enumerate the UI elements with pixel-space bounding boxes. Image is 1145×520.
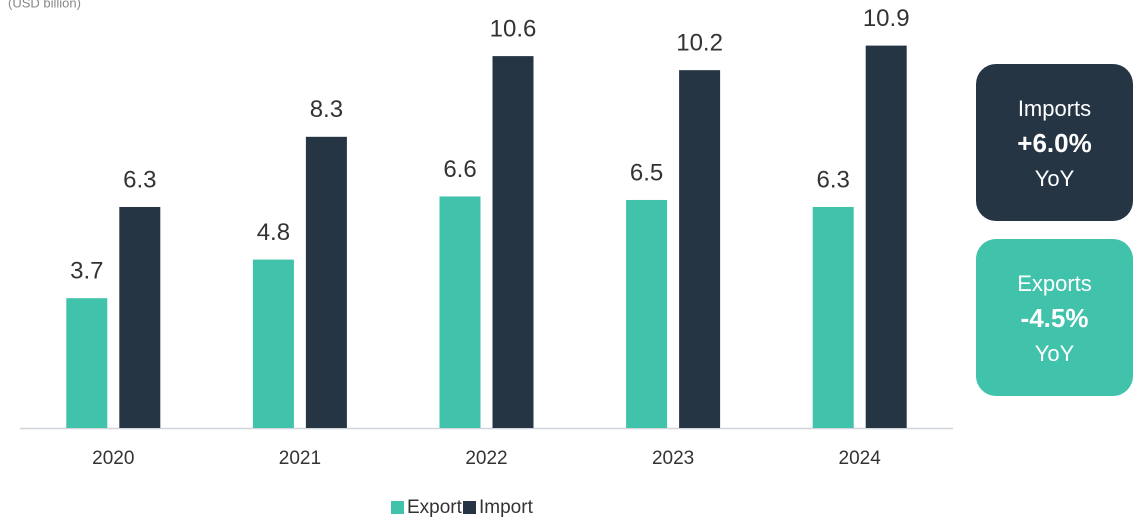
kpi-card: Exports -4.5% YoY bbox=[976, 239, 1133, 396]
card-title: Imports bbox=[1018, 96, 1091, 121]
bar bbox=[679, 70, 721, 429]
legend-item: Import bbox=[463, 497, 534, 518]
bar bbox=[865, 45, 907, 428]
data-label: 6.3 bbox=[123, 166, 156, 193]
data-label: 4.8 bbox=[257, 219, 290, 246]
bar bbox=[66, 298, 108, 428]
legend-swatch bbox=[391, 501, 404, 514]
bar bbox=[492, 56, 534, 428]
card-background bbox=[976, 239, 1133, 396]
legend-label: Import bbox=[479, 497, 534, 518]
x-tick-label: 2020 bbox=[92, 448, 134, 469]
data-label: 10.6 bbox=[490, 15, 537, 42]
data-label: 10.2 bbox=[676, 29, 723, 56]
x-tick-label: 2022 bbox=[465, 448, 507, 469]
card-value: -4.5% bbox=[1021, 303, 1089, 333]
bar bbox=[812, 206, 854, 428]
legend-label: Export bbox=[407, 497, 463, 518]
data-label: 6.3 bbox=[817, 166, 850, 193]
x-tick-label: 2023 bbox=[652, 448, 694, 469]
card-title: Exports bbox=[1017, 271, 1092, 296]
card-background bbox=[976, 64, 1133, 221]
legend-item: Export bbox=[391, 497, 463, 518]
x-tick-label: 2024 bbox=[839, 448, 882, 469]
bar bbox=[439, 196, 481, 428]
bar bbox=[626, 199, 668, 428]
card-note: YoY bbox=[1035, 341, 1075, 366]
data-label: 8.3 bbox=[310, 96, 343, 123]
chart-subtitle: (USD billion) bbox=[8, 0, 81, 10]
bar bbox=[305, 136, 347, 428]
data-label: 3.7 bbox=[70, 258, 103, 285]
kpi-card: Imports +6.0% YoY bbox=[976, 64, 1133, 221]
card-note: YoY bbox=[1035, 166, 1075, 191]
bar bbox=[119, 206, 161, 428]
data-label: 6.6 bbox=[443, 156, 476, 183]
legend-swatch bbox=[463, 501, 476, 514]
bar bbox=[252, 259, 294, 428]
x-tick-label: 2021 bbox=[279, 448, 321, 469]
data-label: 6.5 bbox=[630, 159, 663, 186]
card-value: +6.0% bbox=[1017, 128, 1091, 158]
data-label: 10.9 bbox=[863, 5, 910, 32]
